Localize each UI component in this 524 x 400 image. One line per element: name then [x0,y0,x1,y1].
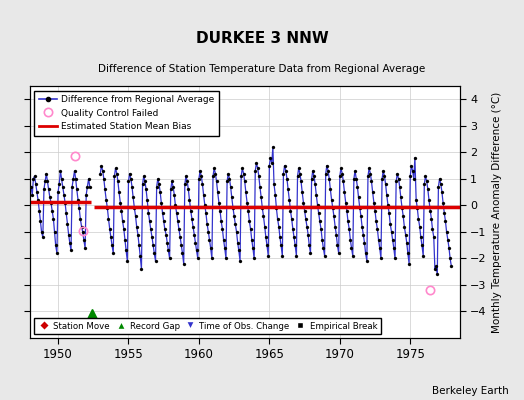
Text: Difference of Station Temperature Data from Regional Average: Difference of Station Temperature Data f… [99,64,425,74]
Text: Berkeley Earth: Berkeley Earth [432,386,508,396]
Legend: Station Move, Record Gap, Time of Obs. Change, Empirical Break: Station Move, Record Gap, Time of Obs. C… [34,318,380,334]
Y-axis label: Monthly Temperature Anomaly Difference (°C): Monthly Temperature Anomaly Difference (… [492,91,502,333]
Text: DURKEE 3 NNW: DURKEE 3 NNW [195,31,329,46]
